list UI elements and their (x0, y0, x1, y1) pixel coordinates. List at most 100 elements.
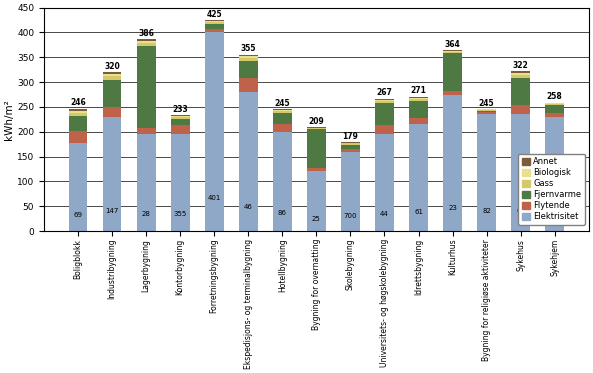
Text: 364: 364 (445, 40, 460, 49)
Bar (443, 53, 462, 91)
Bar (443, 51, 462, 52)
Text: 46: 46 (244, 204, 253, 210)
Bar (409, 97, 428, 99)
Bar (511, 106, 530, 115)
Bar (137, 41, 155, 43)
Text: 322: 322 (513, 61, 528, 70)
Bar (273, 124, 292, 132)
Bar (239, 92, 257, 231)
Bar (239, 58, 257, 61)
Text: 86: 86 (278, 210, 287, 216)
Legend: Annet, Biologisk, Gass, Fjernvarme, Flytende, Elektrisitet: Annet, Biologisk, Gass, Fjernvarme, Flyt… (518, 154, 585, 225)
Bar (443, 91, 462, 94)
Text: 355: 355 (241, 44, 256, 53)
Bar (205, 29, 224, 32)
Text: 246: 246 (70, 98, 86, 107)
Bar (239, 55, 257, 56)
Bar (69, 116, 87, 131)
Bar (375, 125, 394, 134)
Bar (103, 80, 122, 107)
Text: 245: 245 (275, 99, 290, 108)
Bar (273, 112, 292, 113)
Bar (307, 129, 326, 168)
Bar (375, 103, 394, 125)
Bar (171, 125, 190, 134)
Bar (546, 104, 564, 106)
Bar (137, 46, 155, 128)
Text: 82: 82 (482, 207, 491, 214)
Text: 271: 271 (410, 86, 426, 95)
Text: 25: 25 (312, 216, 321, 222)
Bar (205, 21, 224, 22)
Text: 245: 245 (479, 99, 495, 108)
Bar (171, 117, 190, 119)
Text: 179: 179 (343, 132, 358, 141)
Text: 147: 147 (106, 208, 119, 214)
Text: 267: 267 (377, 88, 393, 97)
Bar (239, 78, 257, 92)
Bar (546, 117, 564, 231)
Bar (137, 40, 155, 41)
Bar (273, 109, 292, 110)
Bar (171, 134, 190, 231)
Bar (205, 32, 224, 231)
Bar (409, 118, 428, 124)
Bar (443, 50, 462, 51)
Bar (103, 72, 122, 74)
Bar (477, 109, 496, 110)
Bar (341, 142, 360, 143)
Text: 320: 320 (104, 62, 120, 71)
Bar (511, 75, 530, 78)
Text: 23: 23 (448, 205, 457, 211)
Bar (375, 100, 394, 101)
Bar (409, 124, 428, 231)
Bar (409, 99, 428, 101)
Text: 209: 209 (308, 117, 324, 126)
Bar (477, 110, 496, 111)
Bar (273, 132, 292, 231)
Text: 233: 233 (173, 105, 188, 114)
Bar (137, 128, 155, 134)
Bar (511, 78, 530, 106)
Bar (409, 101, 428, 118)
Bar (137, 43, 155, 46)
Bar (477, 115, 496, 231)
Bar (375, 101, 394, 103)
Bar (103, 107, 122, 117)
Bar (546, 113, 564, 117)
Bar (171, 116, 190, 117)
Bar (477, 112, 496, 115)
Bar (341, 145, 360, 149)
Y-axis label: kWh/m²: kWh/m² (4, 99, 14, 140)
Bar (69, 111, 87, 113)
Bar (69, 113, 87, 116)
Bar (307, 172, 326, 231)
Bar (375, 98, 394, 100)
Text: 258: 258 (547, 93, 563, 101)
Bar (103, 76, 122, 80)
Text: 61: 61 (414, 209, 423, 215)
Text: 425: 425 (206, 10, 222, 19)
Text: 163: 163 (548, 208, 562, 214)
Bar (273, 113, 292, 124)
Text: 386: 386 (138, 29, 154, 38)
Bar (307, 128, 326, 129)
Bar (205, 20, 224, 21)
Bar (69, 143, 87, 231)
Bar (341, 143, 360, 145)
Bar (546, 106, 564, 113)
Bar (307, 127, 326, 128)
Bar (69, 131, 87, 143)
Bar (341, 152, 360, 231)
Bar (205, 22, 224, 24)
Bar (341, 149, 360, 152)
Bar (511, 73, 530, 75)
Bar (171, 119, 190, 125)
Text: 401: 401 (208, 195, 221, 201)
Bar (511, 115, 530, 231)
Text: 28: 28 (142, 210, 151, 217)
Bar (239, 56, 257, 58)
Text: 69: 69 (74, 212, 82, 218)
Text: 700: 700 (344, 213, 357, 219)
Text: 67: 67 (516, 207, 525, 214)
